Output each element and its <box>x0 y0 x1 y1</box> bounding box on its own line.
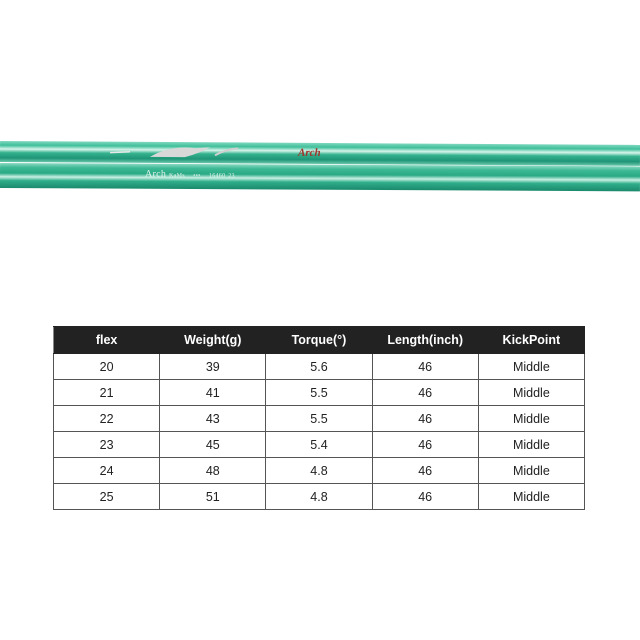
shaft-print: Arch KaMs ••• 16460 23 <box>145 169 235 180</box>
cell-flex: 25 <box>52 483 161 510</box>
cell-flex: 24 <box>52 457 161 484</box>
cell-kickpoint: Middle <box>477 379 586 406</box>
table-row: 23 45 5.4 46 Middle <box>52 431 586 458</box>
cell-length: 46 <box>371 379 479 406</box>
cell-torque: 4.8 <box>265 457 373 484</box>
column-header-length: Length(inch) <box>371 326 479 354</box>
cell-length: 46 <box>371 431 479 458</box>
cell-kickpoint: Middle <box>477 483 586 510</box>
column-header-flex: flex <box>52 326 161 354</box>
cell-length: 46 <box>371 405 479 432</box>
shaft-marks: ••• <box>193 173 201 180</box>
cell-flex: 23 <box>52 431 161 458</box>
shaft-flex: 23 <box>228 173 235 180</box>
shaft-model: KaMs <box>169 172 185 179</box>
table-row: 22 43 5.5 46 Middle <box>52 405 586 432</box>
table-row: 21 41 5.5 46 Middle <box>52 379 586 406</box>
cell-kickpoint: Middle <box>477 405 586 432</box>
column-header-weight: Weight(g) <box>159 326 267 354</box>
cell-flex: 20 <box>52 353 161 380</box>
cell-length: 46 <box>371 457 479 484</box>
cell-torque: 4.8 <box>265 483 373 510</box>
cell-torque: 5.6 <box>265 353 373 380</box>
cell-weight: 45 <box>159 431 267 458</box>
cell-length: 46 <box>371 483 479 510</box>
cell-torque: 5.5 <box>265 405 373 432</box>
table-row: 25 51 4.8 46 Middle <box>52 483 586 510</box>
cell-length: 46 <box>371 353 479 380</box>
cell-weight: 43 <box>159 405 267 432</box>
shaft-brand: Arch <box>144 168 167 180</box>
shaft-image-bottom: Arch KaMs ••• 16460 23 <box>0 163 640 192</box>
cell-kickpoint: Middle <box>477 353 586 380</box>
cell-flex: 21 <box>52 379 161 406</box>
shaft-code: 16460 <box>208 173 226 180</box>
shaft-logo: Arch <box>297 146 321 159</box>
cell-kickpoint: Middle <box>477 431 586 458</box>
cell-torque: 5.4 <box>265 431 373 458</box>
column-header-kickpoint: KickPoint <box>477 326 586 354</box>
spec-table: flex Weight(g) Torque(°) Length(inch) KickPo… <box>52 326 586 510</box>
cell-weight: 51 <box>159 483 267 510</box>
cell-kickpoint: Middle <box>477 457 586 484</box>
table-row: 24 48 4.8 46 Middle <box>52 457 586 484</box>
shaft-graphic <box>109 147 239 158</box>
cell-torque: 5.5 <box>265 379 373 406</box>
column-header-torque: Torque(°) <box>265 326 373 354</box>
table-header-row: flex Weight(g) Torque(°) Length(inch) KickPo… <box>52 326 586 354</box>
cell-weight: 39 <box>159 353 267 380</box>
cell-weight: 41 <box>159 379 267 406</box>
cell-weight: 48 <box>159 457 267 484</box>
shaft-image-top: Arch <box>0 141 640 166</box>
table-row: 20 39 5.6 46 Middle <box>52 353 586 380</box>
cell-flex: 22 <box>52 405 161 432</box>
